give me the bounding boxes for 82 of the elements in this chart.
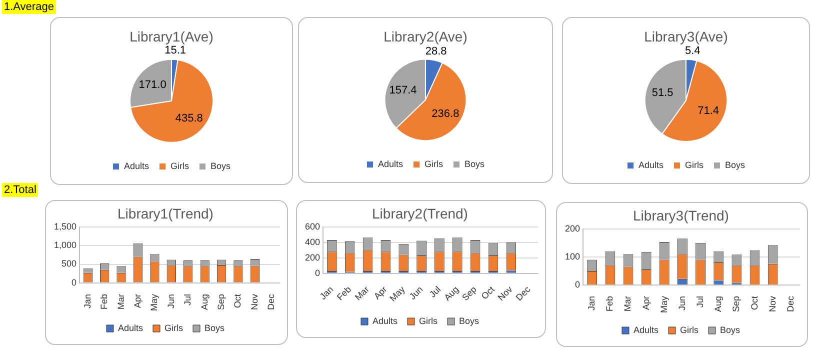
chart-title: Library1(Ave) — [130, 28, 214, 44]
x-tick-label: Feb — [99, 294, 110, 310]
x-tick-label: Aug — [713, 296, 724, 312]
x-tick-label: May — [388, 284, 408, 304]
x-tick-label: Sep — [460, 284, 478, 303]
x-tick-label: Dec — [514, 284, 533, 303]
legend-label: Boys — [464, 158, 486, 169]
chart-title: Library2(Ave) — [384, 28, 468, 44]
x-tick-label: Aug — [199, 294, 210, 310]
legend-label: Boys — [720, 324, 741, 335]
legend-label: Adults — [124, 160, 150, 171]
x-tick-label: Jul — [182, 294, 193, 306]
legend-label: Adults — [118, 322, 144, 333]
y-tick-label: 100 — [564, 251, 580, 262]
legend-label: Adults — [378, 158, 404, 169]
legend-label: Adults — [638, 160, 664, 170]
data-label: 15.1 — [164, 44, 186, 57]
x-tick-label: Nov — [249, 294, 260, 310]
x-tick-label: Sep — [216, 294, 226, 310]
x-tick-label: Jun — [407, 284, 425, 302]
x-tick-label: Jun — [166, 294, 176, 309]
data-label: 5.4 — [684, 44, 700, 57]
x-tick-label: Apr — [132, 294, 142, 308]
x-tick-label: May — [149, 294, 160, 312]
legend-label: Girls — [164, 322, 184, 333]
data-label: 51.5 — [652, 86, 674, 99]
x-tick-label: Jan — [318, 284, 336, 302]
chart-title: Library3(Ave) — [644, 28, 728, 44]
y-tick-label: 500 — [61, 258, 77, 269]
data-label: 28.8 — [425, 45, 447, 58]
chart-title: Library2(Trend) — [372, 205, 468, 222]
x-tick-label: Dec — [266, 294, 276, 310]
x-tick-label: Aug — [442, 284, 461, 303]
legend-label: Boys — [210, 160, 232, 171]
chart-title: Library3(Trend) — [633, 207, 729, 224]
text: 1.Average — [2, 0, 56, 14]
chart-title: Library1(Trend) — [118, 205, 214, 222]
data-label: 157.4 — [389, 84, 417, 96]
x-tick-label: Oct — [749, 296, 760, 310]
y-tick-label: 0 — [72, 277, 77, 288]
data-label: 435.8 — [175, 112, 203, 124]
x-tick-label: Jul — [695, 296, 706, 308]
y-tick-label: 200 — [304, 252, 320, 262]
legend-label: Boys — [725, 160, 746, 170]
legend-label: Girls — [680, 324, 699, 335]
x-tick-label: Feb — [335, 284, 354, 302]
legend-label: Girls — [419, 316, 438, 326]
data-label: 71.4 — [698, 104, 719, 117]
legend-label: Girls — [170, 160, 190, 171]
x-tick-label: Nov — [767, 296, 778, 312]
x-tick-label: Jan — [586, 296, 597, 311]
legend-label: Adults — [633, 324, 660, 335]
x-tick-label: Apr — [640, 296, 651, 310]
x-tick-label: Mar — [622, 296, 633, 312]
y-tick-label: 0 — [315, 268, 320, 278]
x-tick-label: Dec — [785, 296, 796, 312]
x-tick-label: Sep — [731, 296, 742, 312]
data-label: 171.0 — [138, 78, 166, 91]
x-tick-label: Jul — [427, 284, 443, 300]
legend-label: Boys — [204, 322, 226, 333]
x-tick-label: Jun — [676, 296, 687, 311]
y-tick-label: 600 — [304, 221, 320, 232]
x-tick-label: Oct — [232, 294, 243, 308]
y-tick-label: 1,500 — [54, 221, 77, 232]
x-tick-label: Oct — [479, 284, 497, 302]
legend-label: Boys — [459, 316, 480, 326]
y-tick-label: 1,000 — [54, 240, 77, 250]
y-tick-label: 200 — [564, 223, 580, 234]
x-tick-label: Nov — [496, 284, 515, 303]
legend-label: Adults — [372, 316, 398, 326]
text: 2.Total — [2, 183, 38, 197]
data-label: 236.8 — [432, 108, 460, 120]
legend-label: Girls — [424, 158, 444, 169]
x-tick-label: Feb — [604, 296, 615, 312]
x-tick-label: Apr — [372, 284, 389, 302]
x-tick-label: Mar — [352, 284, 371, 302]
y-tick-label: 0 — [575, 279, 580, 290]
x-tick-label: Jan — [82, 294, 92, 309]
x-tick-label: Mar — [116, 294, 126, 310]
legend-label: Girls — [685, 160, 704, 170]
x-tick-label: May — [658, 296, 669, 314]
y-tick-label: 400 — [304, 236, 320, 247]
